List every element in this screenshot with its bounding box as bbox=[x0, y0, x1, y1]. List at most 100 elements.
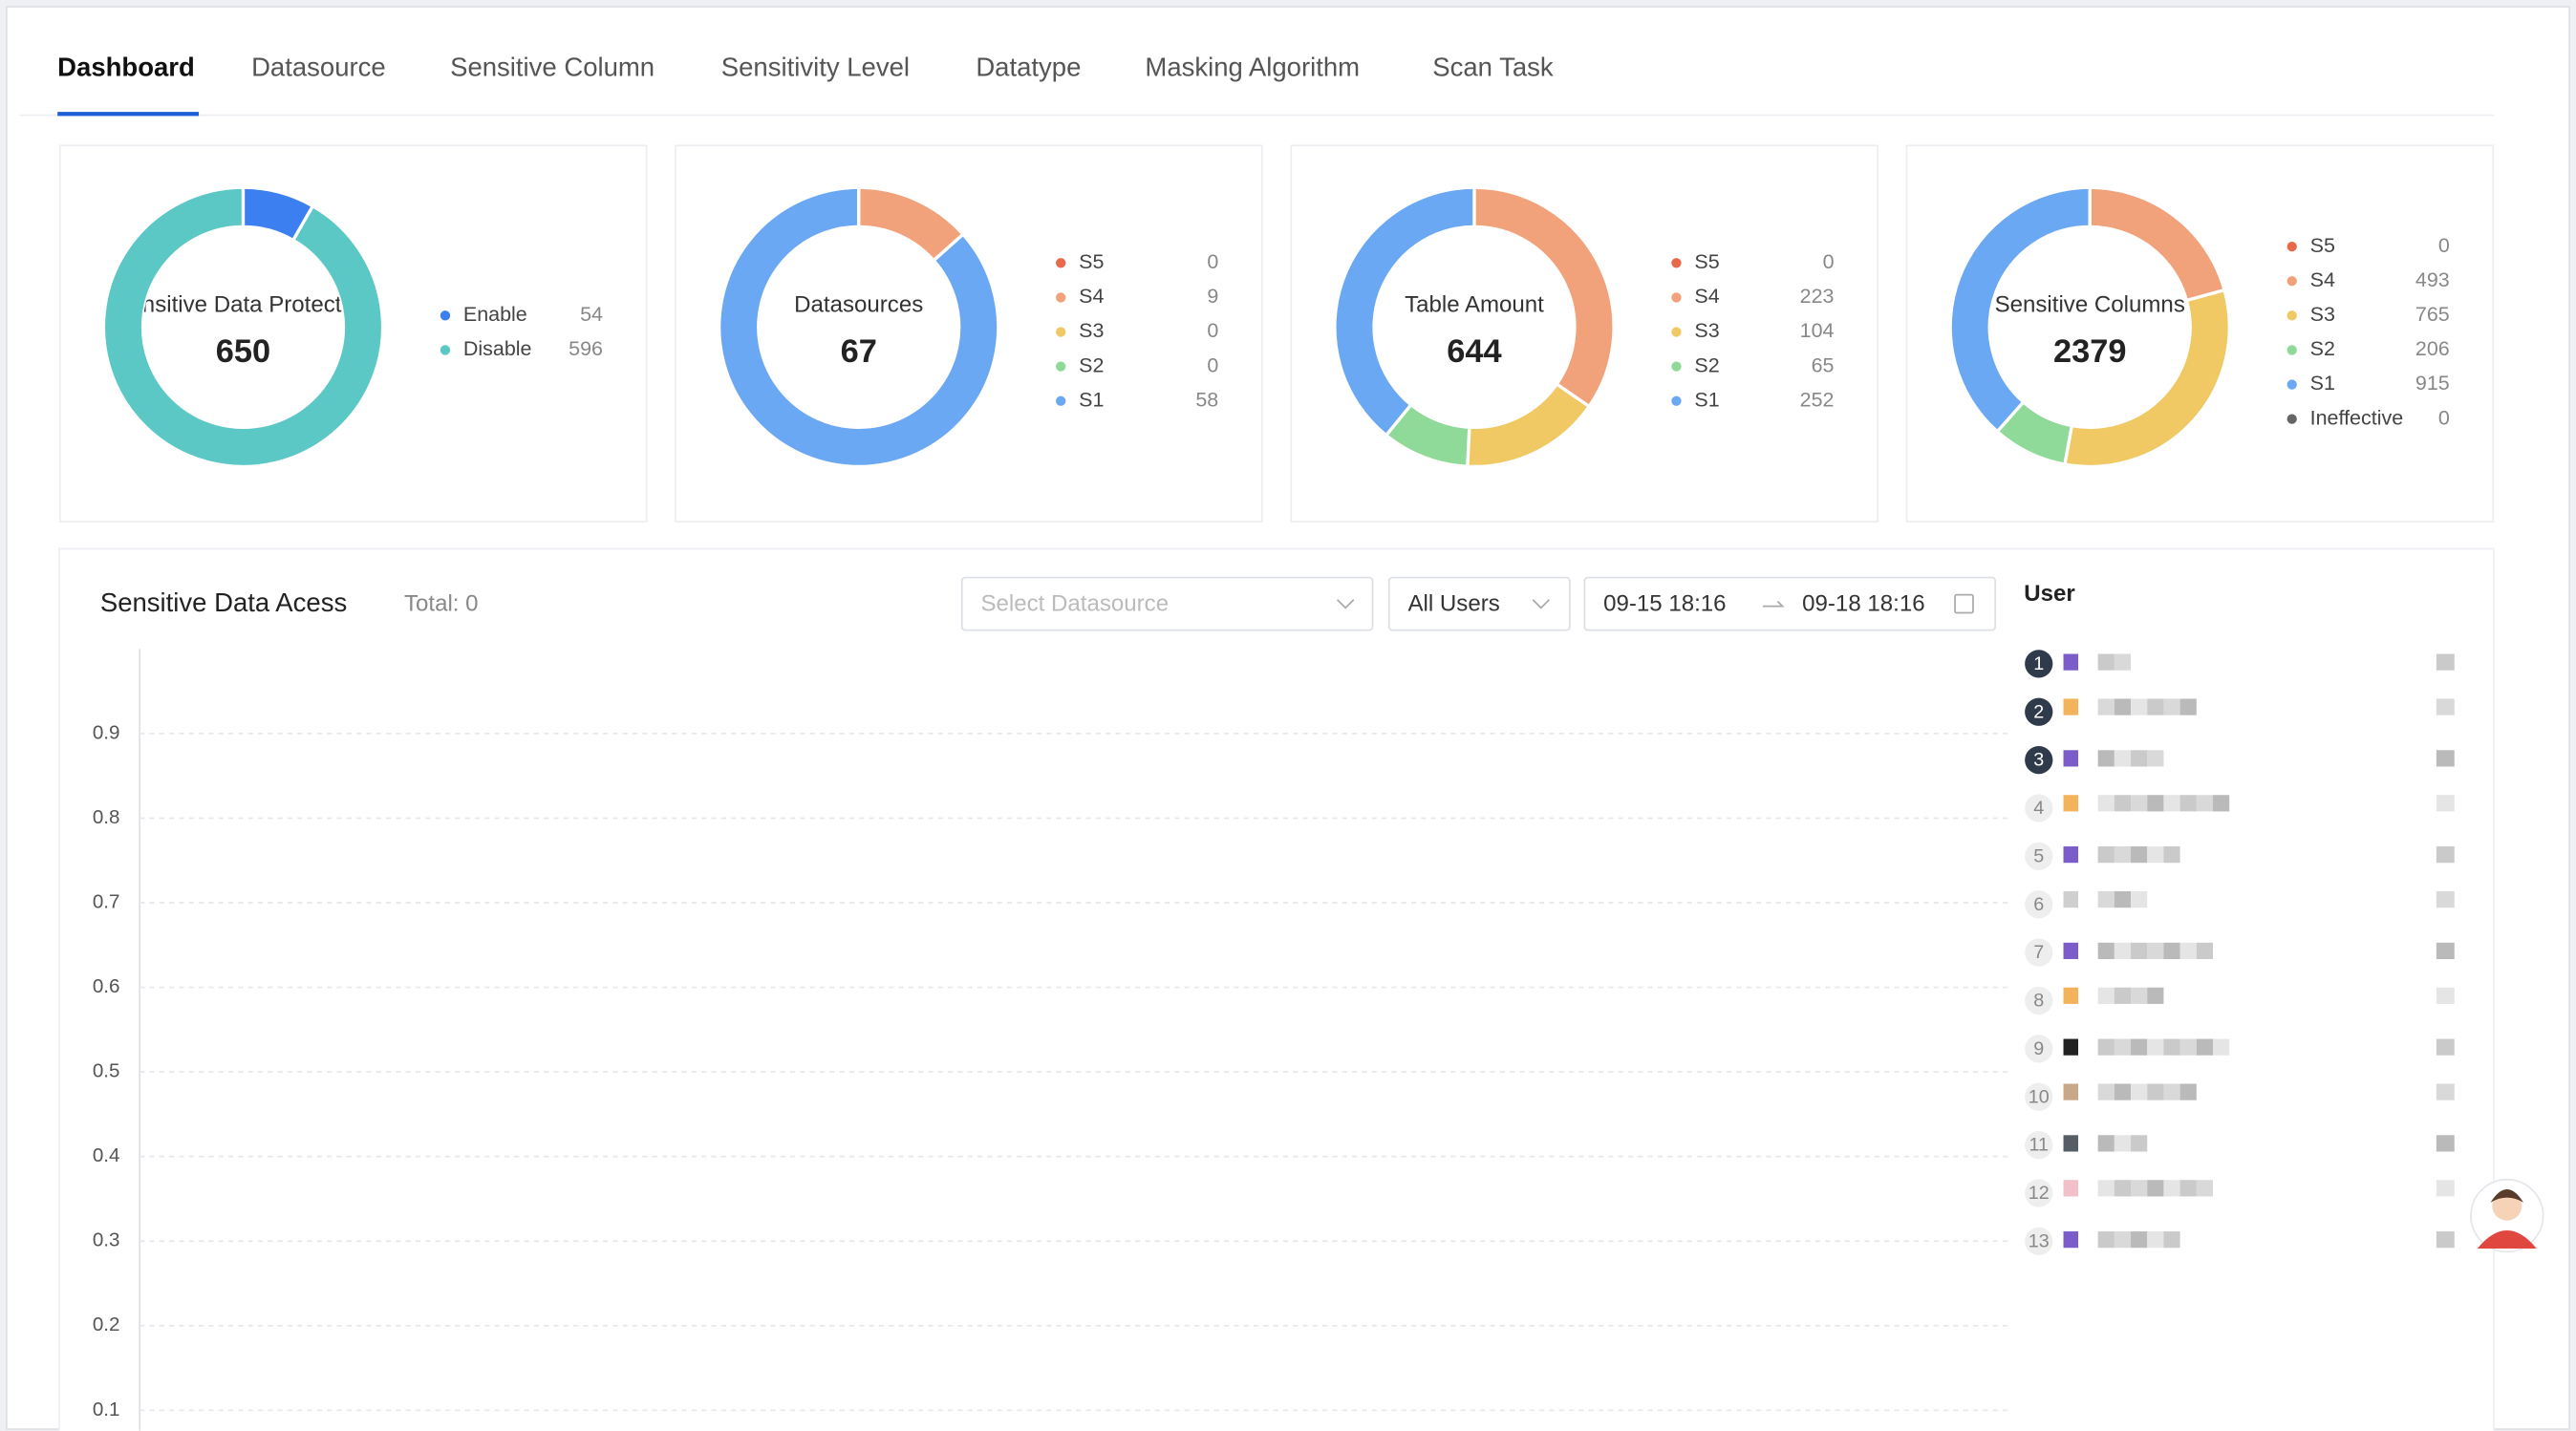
user-name-blur bbox=[2147, 987, 2164, 1004]
legend-dot bbox=[2286, 414, 2297, 424]
legend-name: S4 bbox=[2310, 268, 2335, 291]
donut-segment bbox=[1386, 405, 1470, 465]
tab[interactable]: Datasource bbox=[251, 53, 386, 82]
legend-dot bbox=[1671, 292, 1682, 303]
legend-name: S2 bbox=[1079, 353, 1104, 376]
legend-dot bbox=[2286, 345, 2297, 355]
user-name-blur bbox=[2097, 653, 2114, 671]
rank-badge bbox=[2025, 890, 2053, 919]
legend-name: S3 bbox=[1694, 319, 1719, 342]
user-name-blur bbox=[2131, 942, 2148, 959]
donut-total: 67 bbox=[841, 333, 877, 370]
tab[interactable]: Sensitivity Level bbox=[721, 53, 910, 82]
avatar-body bbox=[2477, 1230, 2537, 1249]
tab[interactable]: Sensitive Column bbox=[450, 53, 655, 82]
user-name-blur bbox=[2147, 942, 2164, 959]
user-name-blur bbox=[2163, 1083, 2180, 1100]
user-name-blur bbox=[2163, 942, 2180, 959]
legend-dot bbox=[2286, 379, 2297, 390]
user-name-blur bbox=[2114, 987, 2132, 1004]
donut-title: Datasources bbox=[794, 291, 923, 317]
y-tick-label: 0.8 bbox=[93, 806, 120, 828]
user-avatar-blur bbox=[2063, 1231, 2079, 1249]
donut-total: 650 bbox=[216, 333, 270, 370]
tab[interactable]: Datatype bbox=[976, 53, 1081, 82]
legend-value: 104 bbox=[1800, 319, 1835, 342]
user-name-blur bbox=[2097, 846, 2114, 864]
y-tick-label: 0.1 bbox=[93, 1399, 120, 1420]
user-name-blur bbox=[2179, 1180, 2197, 1197]
segment-gap bbox=[1385, 403, 1413, 437]
user-name-blur bbox=[2131, 846, 2148, 864]
rank-badge bbox=[2025, 745, 2053, 775]
legend-dot bbox=[1671, 361, 1682, 372]
user-name-blur bbox=[2114, 1135, 2132, 1152]
donut-segment bbox=[1336, 188, 1475, 435]
user-name-blur bbox=[2147, 1180, 2164, 1197]
legend-dot bbox=[1671, 258, 1682, 268]
tab[interactable]: Masking Algorithm bbox=[1145, 53, 1360, 82]
y-tick-label: 0.6 bbox=[93, 975, 120, 997]
user-name-blur bbox=[2131, 698, 2148, 716]
user-name-blur bbox=[2097, 890, 2114, 908]
rank-badge bbox=[2025, 794, 2053, 822]
legend-name: S1 bbox=[1079, 388, 1104, 411]
legend-name: S3 bbox=[1079, 319, 1104, 342]
rank-badge bbox=[2025, 938, 2053, 967]
avatar-hair bbox=[2490, 1189, 2523, 1203]
legend-dot bbox=[2286, 276, 2297, 287]
rank-badge bbox=[2025, 650, 2053, 678]
legend-name: Ineffective bbox=[2310, 406, 2404, 429]
legend-name: S5 bbox=[1694, 250, 1719, 273]
legend-dot bbox=[1056, 361, 1066, 372]
calendar-icon bbox=[1954, 593, 1974, 614]
legend-value: 54 bbox=[580, 303, 603, 326]
user-name-blur bbox=[2147, 795, 2164, 812]
start-date: 09-15 18:16 bbox=[1603, 590, 1726, 616]
range-arrow bbox=[1762, 600, 1785, 608]
y-tick-label: 0.5 bbox=[93, 1060, 120, 1082]
user-avatar-blur bbox=[2063, 1083, 2079, 1100]
users-value: All Users bbox=[1408, 590, 1500, 616]
user-count-blur bbox=[2436, 987, 2455, 1004]
user-name-blur bbox=[2097, 750, 2114, 767]
user-avatar-blur bbox=[2063, 1038, 2079, 1056]
user-name-blur bbox=[2179, 1083, 2197, 1100]
legend-dot bbox=[2286, 241, 2297, 252]
user-name-blur bbox=[2114, 698, 2132, 716]
donut-segment bbox=[105, 188, 381, 465]
user-name-blur bbox=[2097, 1083, 2114, 1100]
user-name-blur bbox=[2114, 1231, 2132, 1249]
legend-value: 58 bbox=[1195, 388, 1218, 411]
user-name-blur bbox=[2131, 750, 2148, 767]
donut-title: Sensitive Columns bbox=[1995, 291, 2185, 317]
legend-dot bbox=[1056, 292, 1066, 303]
legend-value: 0 bbox=[2438, 234, 2450, 257]
datasource-select[interactable] bbox=[960, 576, 1374, 631]
user-name-blur bbox=[2131, 890, 2148, 908]
user-name-blur bbox=[2196, 1038, 2214, 1056]
user-count-blur bbox=[2436, 795, 2455, 812]
donut-segment bbox=[2089, 188, 2223, 301]
user-name-blur bbox=[2114, 942, 2132, 959]
user-avatar-blur bbox=[2063, 795, 2079, 812]
legend-value: 765 bbox=[2415, 303, 2450, 326]
rank-badge bbox=[2025, 1082, 2053, 1111]
user-name-blur bbox=[2114, 1180, 2132, 1197]
tab[interactable]: Scan Task bbox=[1432, 53, 1554, 82]
legend-value: 915 bbox=[2415, 372, 2450, 395]
legend-name: S3 bbox=[2310, 303, 2335, 326]
users-select[interactable] bbox=[1387, 576, 1571, 631]
legend-dot bbox=[440, 345, 451, 355]
rank-badge bbox=[2025, 1227, 2053, 1255]
user-name-blur bbox=[2097, 1038, 2114, 1056]
date-range[interactable] bbox=[1583, 576, 1997, 631]
support-avatar[interactable] bbox=[2470, 1178, 2544, 1253]
user-name-blur bbox=[2147, 750, 2164, 767]
rank-badge bbox=[2025, 842, 2053, 870]
user-count-blur bbox=[2436, 890, 2455, 908]
tab[interactable]: Dashboard bbox=[57, 53, 195, 82]
rank-badge bbox=[2025, 1131, 2053, 1160]
segment-gap bbox=[2185, 288, 2225, 303]
